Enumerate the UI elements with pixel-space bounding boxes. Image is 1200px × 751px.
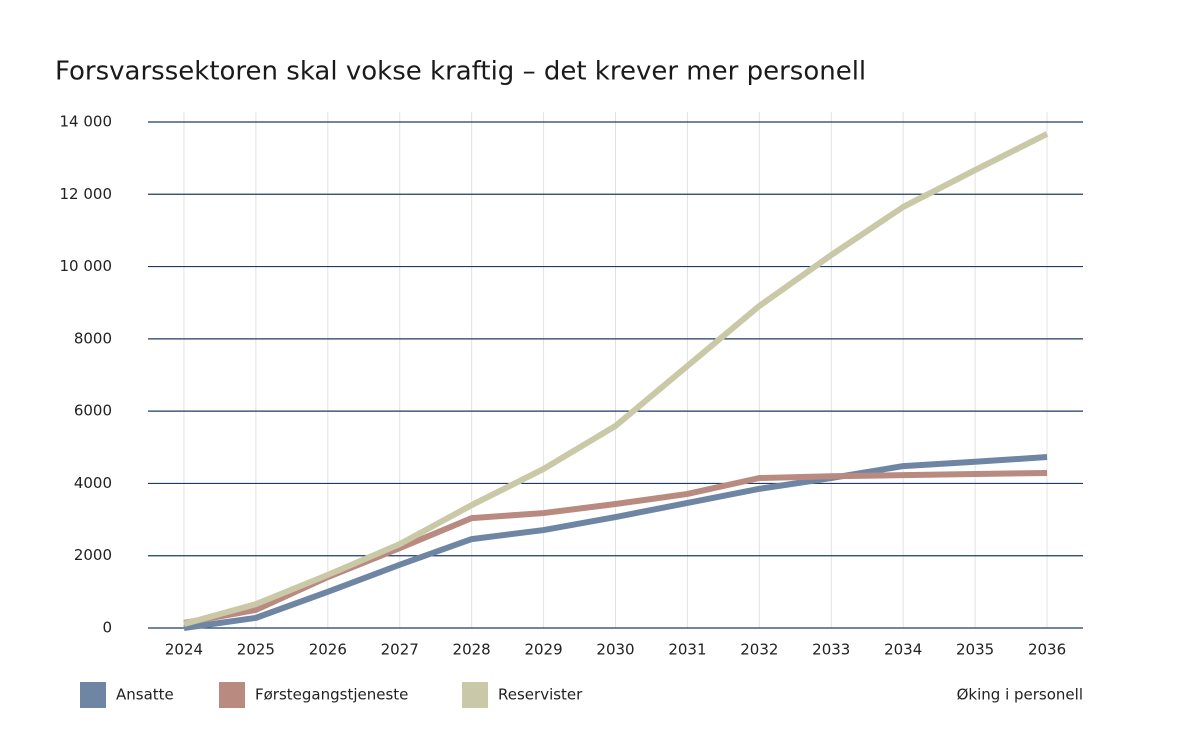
legend-label: Førstegangstjeneste bbox=[255, 686, 408, 704]
x-tick-label: 2027 bbox=[381, 641, 419, 659]
y-tick-label: 8000 bbox=[74, 329, 112, 347]
x-tick-label: 2031 bbox=[668, 641, 706, 659]
y-tick-label: 0 bbox=[102, 619, 112, 637]
y-tick-label: 4000 bbox=[74, 474, 112, 492]
y-tick-label: 12 000 bbox=[60, 185, 113, 203]
x-tick-label: 2024 bbox=[165, 641, 203, 659]
x-tick-label: 2028 bbox=[453, 641, 491, 659]
legend-swatch bbox=[219, 682, 245, 708]
x-tick-label: 2032 bbox=[740, 641, 778, 659]
line-series bbox=[183, 131, 1049, 627]
y-tick-label: 6000 bbox=[74, 402, 112, 420]
x-tick-label: 2035 bbox=[956, 641, 994, 659]
x-tick-label: 2029 bbox=[524, 641, 562, 659]
x-tick-label: 2030 bbox=[596, 641, 634, 659]
y-tick-label: 2000 bbox=[74, 546, 112, 564]
x-tick-label: 2025 bbox=[237, 641, 275, 659]
chart-title: Forsvarssektoren skal vokse kraftig – de… bbox=[55, 57, 866, 87]
legend-swatch bbox=[462, 682, 488, 708]
x-tick-label: 2034 bbox=[884, 641, 922, 659]
legend-swatch bbox=[80, 682, 106, 708]
legend-label: Reservister bbox=[498, 686, 583, 704]
x-tick-label: 2026 bbox=[309, 641, 347, 659]
x-tick-label: 2036 bbox=[1028, 641, 1066, 659]
x-tick-label: 2033 bbox=[812, 641, 850, 659]
y-tick-label: 10 000 bbox=[60, 257, 113, 275]
line-series bbox=[183, 454, 1048, 631]
legend-label: Ansatte bbox=[116, 686, 174, 704]
y-tick-label: 14 000 bbox=[60, 113, 113, 131]
annotation: Øking i personell bbox=[957, 686, 1083, 704]
